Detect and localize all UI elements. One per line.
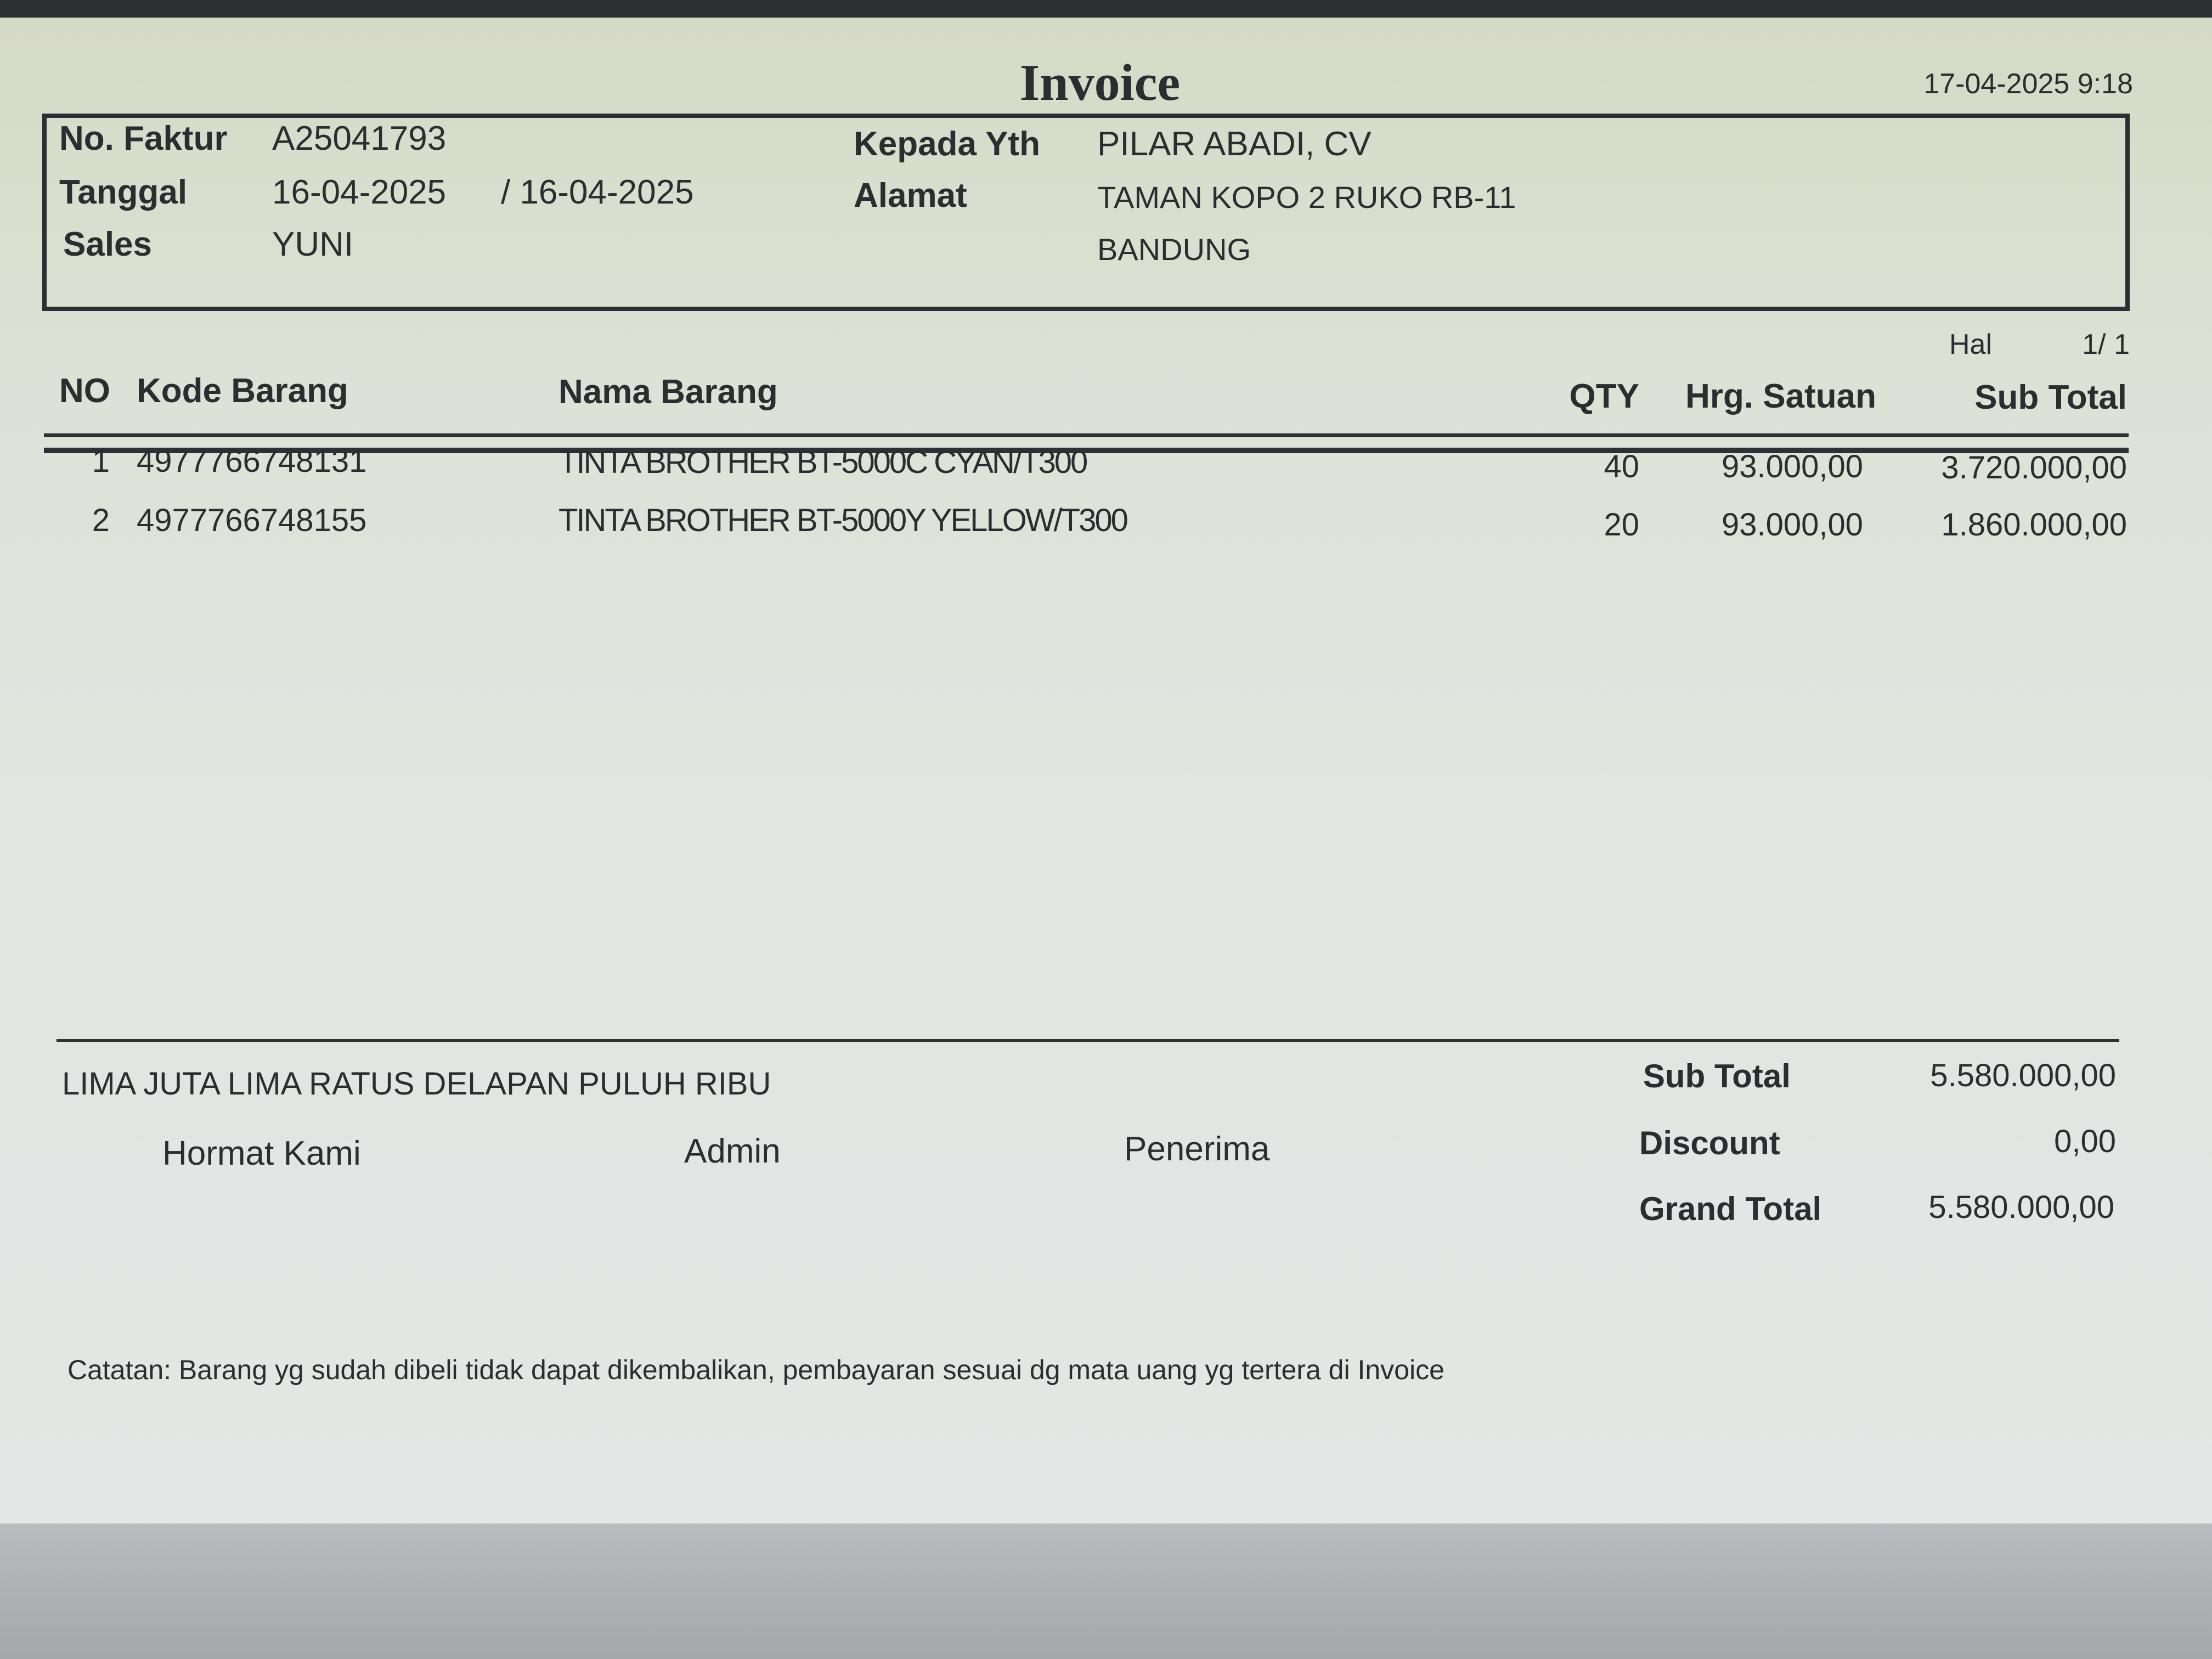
- no-faktur-value: A25041793: [272, 120, 447, 157]
- printed-timestamp: 17-04-2025 9:18: [1923, 68, 2133, 100]
- catatan-note: Catatan: Barang yg sudah dibeli tidak da…: [67, 1355, 1444, 1385]
- no-faktur-label: No. Faktur: [59, 120, 228, 157]
- col-no: NO: [59, 372, 110, 410]
- alamat-label: Alamat: [854, 177, 967, 215]
- discount-value: 0,00: [2054, 1124, 2116, 1159]
- row-nama: TINTA BROTHER BT-5000C CYAN/T300: [558, 444, 1088, 480]
- col-kode-barang: Kode Barang: [137, 372, 348, 410]
- invoice-title: Invoice: [1019, 54, 1181, 111]
- page-label: Hal: [1949, 329, 1993, 360]
- row-qty: 40: [1604, 449, 1639, 484]
- kepada-value: PILAR ABADI, CV: [1097, 125, 1372, 163]
- col-qty: QTY: [1569, 377, 1639, 415]
- footer-rule: [57, 1039, 2119, 1042]
- row-kode: 4977766748155: [137, 503, 367, 538]
- hormat-kami-label: Hormat Kami: [162, 1135, 361, 1172]
- row-subtotal: 3.720.000,00: [1941, 450, 2127, 486]
- terbilang-text: LIMA JUTA LIMA RATUS DELAPAN PULUH RIBU: [62, 1066, 771, 1102]
- tanggal-value-2: / 16-04-2025: [501, 173, 694, 211]
- discount-label: Discount: [1639, 1125, 1780, 1161]
- row-no: 2: [92, 503, 110, 538]
- row-no: 1: [92, 443, 110, 479]
- monitor-top-edge: [0, 0, 2212, 18]
- subtotal-value: 5.580.000,00: [1930, 1058, 2116, 1093]
- header-rule-bottom: [44, 448, 2129, 453]
- row-qty: 20: [1604, 507, 1639, 543]
- sales-value: YUNI: [272, 225, 354, 263]
- grand-total-value: 5.580.000,00: [1928, 1189, 2114, 1225]
- tanggal-label: Tanggal: [59, 173, 188, 211]
- col-sub-total: Sub Total: [1974, 379, 2127, 416]
- invoice-screen: Invoice 17-04-2025 9:18 No. Faktur A2504…: [0, 18, 2212, 1523]
- page-number: 1/ 1: [2082, 329, 2130, 360]
- col-nama-barang: Nama Barang: [558, 373, 778, 411]
- col-harga-satuan: Hrg. Satuan: [1685, 377, 1876, 415]
- penerima-label: Penerima: [1124, 1130, 1270, 1168]
- monitor-bezel: [0, 1523, 2212, 1659]
- row-nama: TINTA BROTHER BT-5000Y YELLOW/T300: [558, 503, 1128, 538]
- admin-label: Admin: [684, 1132, 781, 1170]
- alamat-line-1: TAMAN KOPO 2 RUKO RB-11: [1097, 180, 1516, 215]
- row-harga: 93.000,00: [1721, 507, 1863, 543]
- invoice-header-box: [42, 114, 2130, 311]
- row-harga: 93.000,00: [1721, 449, 1863, 484]
- alamat-line-2: BANDUNG: [1097, 232, 1251, 267]
- row-kode: 4977766748131: [137, 443, 367, 479]
- row-subtotal: 1.860.000,00: [1941, 507, 2127, 543]
- tanggal-value: 16-04-2025: [272, 173, 447, 211]
- sales-label: Sales: [63, 225, 153, 263]
- grand-total-label: Grand Total: [1639, 1190, 1822, 1227]
- header-rule-top: [44, 433, 2129, 437]
- kepada-label: Kepada Yth: [854, 125, 1040, 163]
- subtotal-label: Sub Total: [1643, 1058, 1791, 1094]
